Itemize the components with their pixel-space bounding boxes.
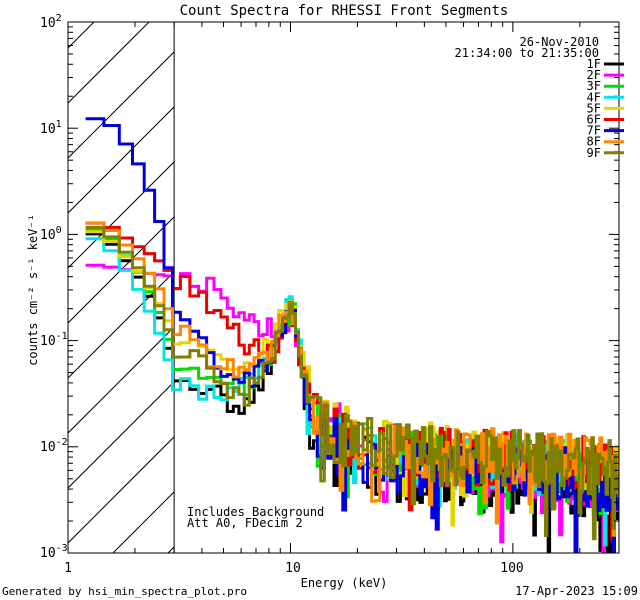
legend-label-2F: 2F [587,68,601,82]
series-line-4F [85,237,619,547]
x-tick-label-100: 100 [500,561,523,576]
y-tick-label-1e0: 100 [40,225,62,243]
y-tick-base: 10 [40,16,56,31]
hatch-line [68,216,175,324]
y-tick-base: 10 [40,122,56,137]
annotation-attenuator: Att A0, FDecim 2 [187,516,303,530]
legend-label-3F: 3F [587,79,601,93]
x-tick-label-10: 10 [285,561,301,576]
y-tick-exp: 1 [56,119,62,130]
y-tick-exp: -1 [56,331,68,342]
date-label: 26-Nov-2010 [520,35,599,49]
y-tick-exp: -3 [56,543,68,554]
y-tick-label-1e-1: 10-1 [40,331,68,349]
legend-label-5F: 5F [587,101,601,115]
y-tick-label-1e1: 101 [40,119,62,137]
y-tick-label-1e-2: 10-2 [40,437,68,455]
hatch-line [68,22,150,104]
legend-label-9F: 9F [587,146,601,160]
time-range-label: 21:34:00 to 21:35:00 [455,46,600,60]
series-group [85,117,619,553]
y-tick-label-1e2: 102 [40,13,62,31]
hatch-line [68,22,95,49]
series-line-9F [85,226,619,541]
annotation-background: Includes Background [187,505,324,519]
series-line-1F [85,232,619,553]
y-tick-exp: 2 [56,13,62,24]
y-tick-exp: 0 [56,225,62,236]
legend-label-7F: 7F [587,124,601,138]
y-tick-base: 10 [40,334,56,349]
y-tick-base: 10 [40,440,56,455]
hatch-line [68,436,175,544]
legend-label-8F: 8F [587,135,601,149]
footer-generated-by: Generated by hsi_min_spectra_plot.pro [2,585,247,598]
y-tick-exp: -2 [56,437,68,448]
x-axis-label: Energy (keV) [301,576,388,590]
y-tick-label-1e-3: 10-3 [40,543,68,561]
x-tick-label-1: 1 [64,561,72,576]
legend-label-1F: 1F [587,57,601,71]
legend-label-4F: 4F [587,90,601,104]
y-tick-base: 10 [40,228,56,243]
plot-frame [67,21,620,554]
footer-timestamp: 17-Apr-2023 15:09 [515,584,638,598]
y-axis-label: counts cm⁻² s⁻¹ keV⁻¹ [26,214,40,366]
y-tick-base: 10 [40,546,56,561]
hatch-line [68,381,175,489]
hatch-line [68,51,175,159]
legend-label-6F: 6F [587,113,601,127]
chart-title: Count Spectra for RHESSI Front Segments [180,3,509,19]
